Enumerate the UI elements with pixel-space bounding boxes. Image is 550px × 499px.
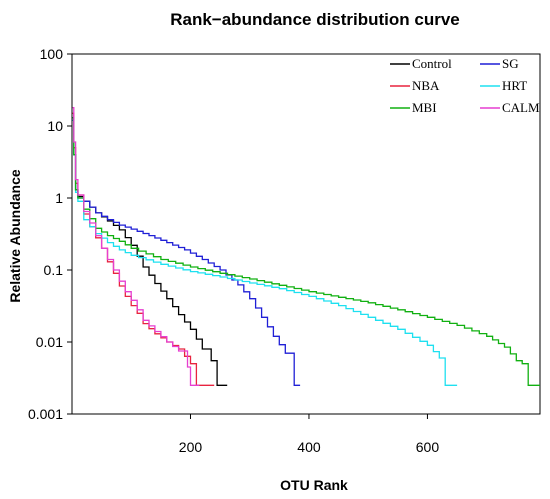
- legend-label-mbi: MBI: [412, 100, 437, 115]
- y-axis-label: Relative Abundance: [7, 169, 23, 303]
- x-axis: 200 400 600: [179, 414, 440, 455]
- chart-title: Rank−abundance distribution curve: [170, 10, 460, 29]
- x-tick-label: 200: [179, 439, 203, 455]
- series-line-control: [72, 119, 228, 386]
- y-tick-label: 10: [47, 118, 63, 134]
- y-tick-label: 0.01: [36, 334, 63, 350]
- plot-frame: [71, 53, 541, 415]
- y-axis: 100 10 1 0.1 0.01 0.001: [28, 46, 72, 422]
- legend-label-hrt: HRT: [502, 78, 527, 93]
- legend-label-nba: NBA: [412, 78, 440, 93]
- series-line-hrt: [72, 119, 458, 386]
- x-tick-label: 600: [416, 439, 440, 455]
- y-tick-label: 100: [40, 46, 64, 62]
- y-tick-label: 0.1: [44, 262, 64, 278]
- series-line-nba: [72, 112, 215, 386]
- x-tick-label: 400: [297, 439, 321, 455]
- y-tick-label: 0.001: [28, 406, 63, 422]
- series-line-calm: [72, 106, 200, 386]
- legend-label-control: Control: [412, 56, 452, 71]
- legend: Control SG NBA HRT MBI CALM: [390, 56, 540, 115]
- x-axis-label: OTU Rank: [280, 477, 348, 493]
- series-line-sg: [72, 117, 301, 386]
- series-line-mbi: [72, 117, 540, 386]
- series-lines: [72, 106, 540, 386]
- y-tick-label: 1: [55, 190, 63, 206]
- legend-label-calm: CALM: [502, 100, 540, 115]
- legend-label-sg: SG: [502, 56, 519, 71]
